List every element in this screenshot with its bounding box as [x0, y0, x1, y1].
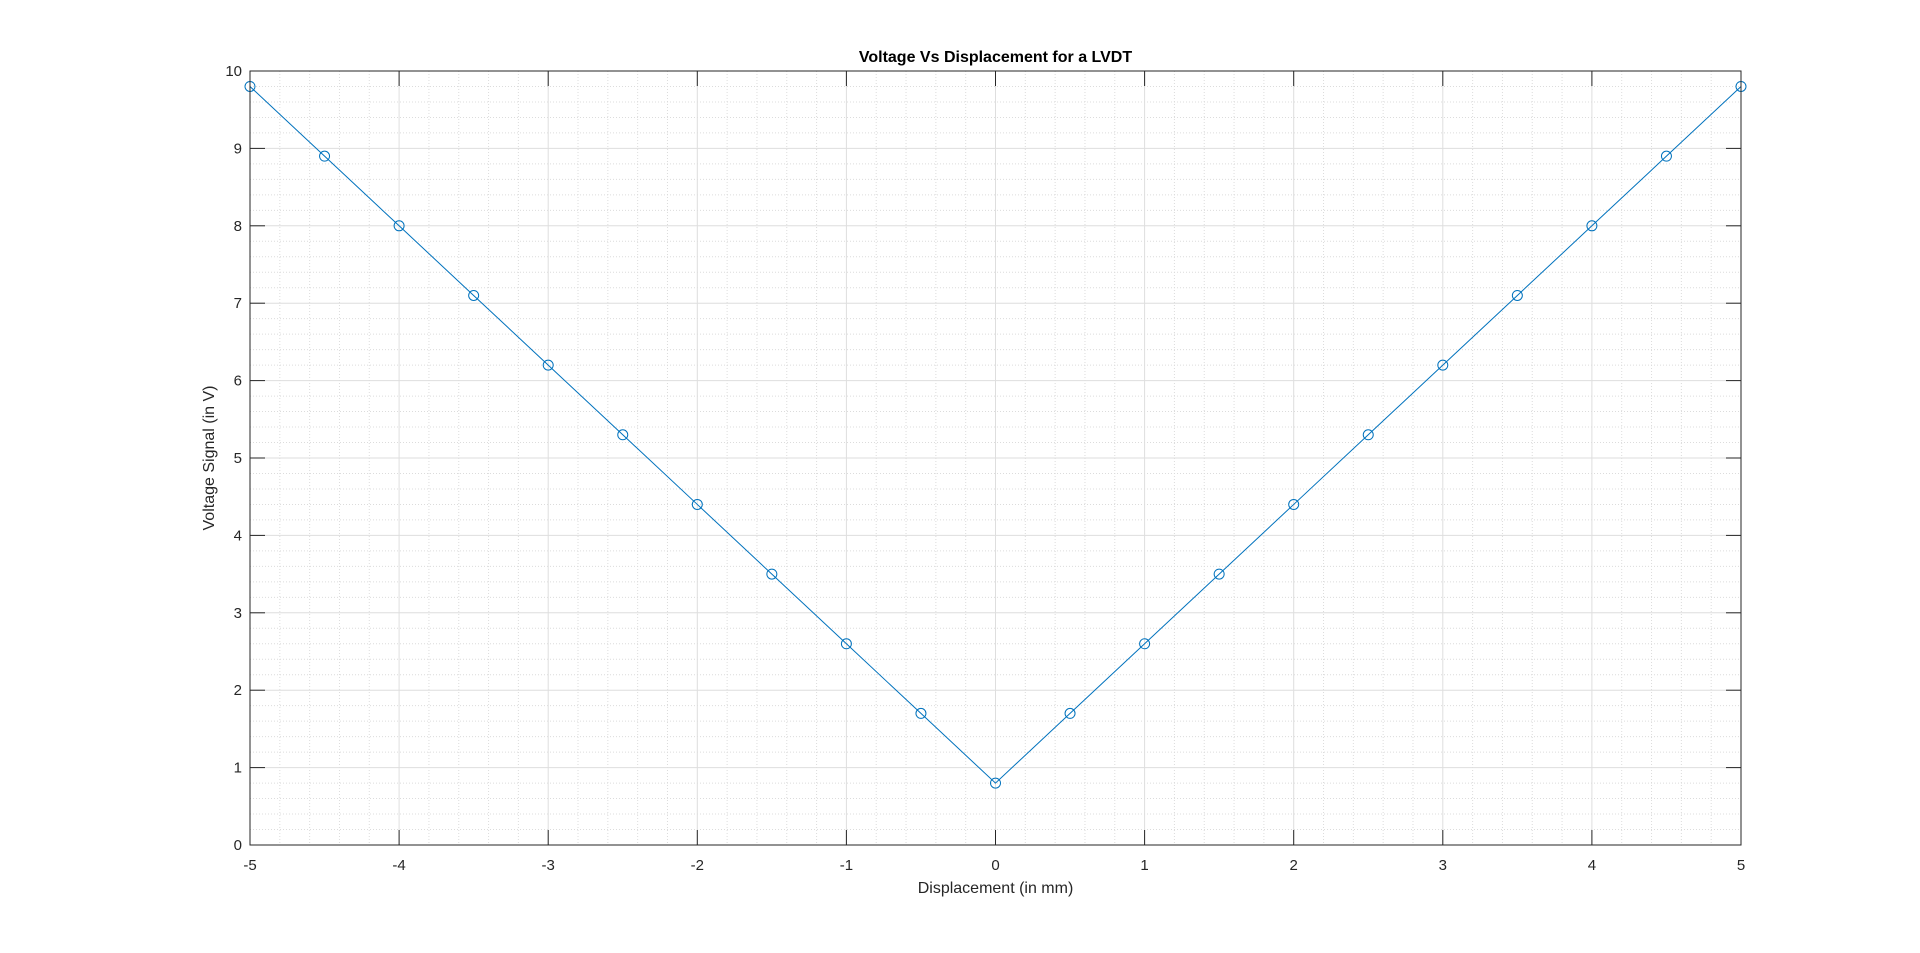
data-point-marker [1064, 707, 1076, 719]
x-tick-label: -3 [542, 857, 555, 874]
ticks [249, 70, 1742, 846]
data-point-marker [1139, 638, 1151, 650]
x-tick-label: -1 [840, 857, 853, 874]
x-tick-label: 4 [1588, 857, 1596, 874]
y-tick-label: 10 [225, 63, 242, 80]
x-tick-label: 1 [1140, 857, 1148, 874]
data-point-marker [1437, 359, 1449, 371]
data-point-marker [393, 220, 405, 232]
x-tick-label: -4 [392, 857, 405, 874]
data-point-marker [990, 777, 1001, 789]
y-tick-label: 9 [234, 140, 242, 157]
x-tick-label: 5 [1737, 857, 1745, 874]
x-tick-label: -5 [243, 857, 256, 874]
series-line [249, 86, 1742, 784]
y-tick-label: 0 [234, 837, 242, 854]
data-point-marker [691, 498, 703, 510]
x-tick-label: 0 [991, 857, 999, 874]
data-point-marker [840, 638, 852, 650]
y-tick-label: 2 [234, 682, 242, 699]
data-point-marker [617, 429, 629, 441]
chart-title: Voltage Vs Displacement for a LVDT [859, 49, 1132, 66]
data-point-marker [915, 707, 927, 719]
y-axis-label: Voltage Signal (in V) [201, 386, 218, 531]
y-tick-label: 5 [234, 450, 242, 467]
x-axis-label: Displacement (in mm) [918, 880, 1074, 897]
series-layer [244, 80, 1747, 789]
data-point-marker [1288, 498, 1300, 510]
data-point-marker [766, 568, 778, 580]
y-tick-label: 1 [234, 760, 242, 777]
data-point-marker [1660, 150, 1672, 162]
y-tick-label: 6 [234, 373, 242, 390]
data-point-marker [1213, 568, 1225, 580]
y-tick-label: 7 [234, 295, 242, 312]
y-tick-label: 8 [234, 218, 242, 235]
y-tick-label: 3 [234, 605, 242, 622]
data-point-marker [542, 359, 554, 371]
y-tick-label: 4 [234, 527, 242, 544]
x-tick-label: 2 [1290, 857, 1298, 874]
data-point-marker [468, 289, 480, 301]
data-point-marker [1362, 429, 1374, 441]
x-tick-label: 3 [1439, 857, 1447, 874]
x-tick-label: -2 [691, 857, 704, 874]
data-point-marker [1586, 220, 1598, 232]
tick-labels: -5 -4 -3 -2 -1 0 1 2 3 4 5 0 1 2 3 4 5 6 7 8 9 10 [225, 63, 1745, 874]
data-point-marker [1511, 289, 1523, 301]
data-point-marker [319, 150, 331, 162]
